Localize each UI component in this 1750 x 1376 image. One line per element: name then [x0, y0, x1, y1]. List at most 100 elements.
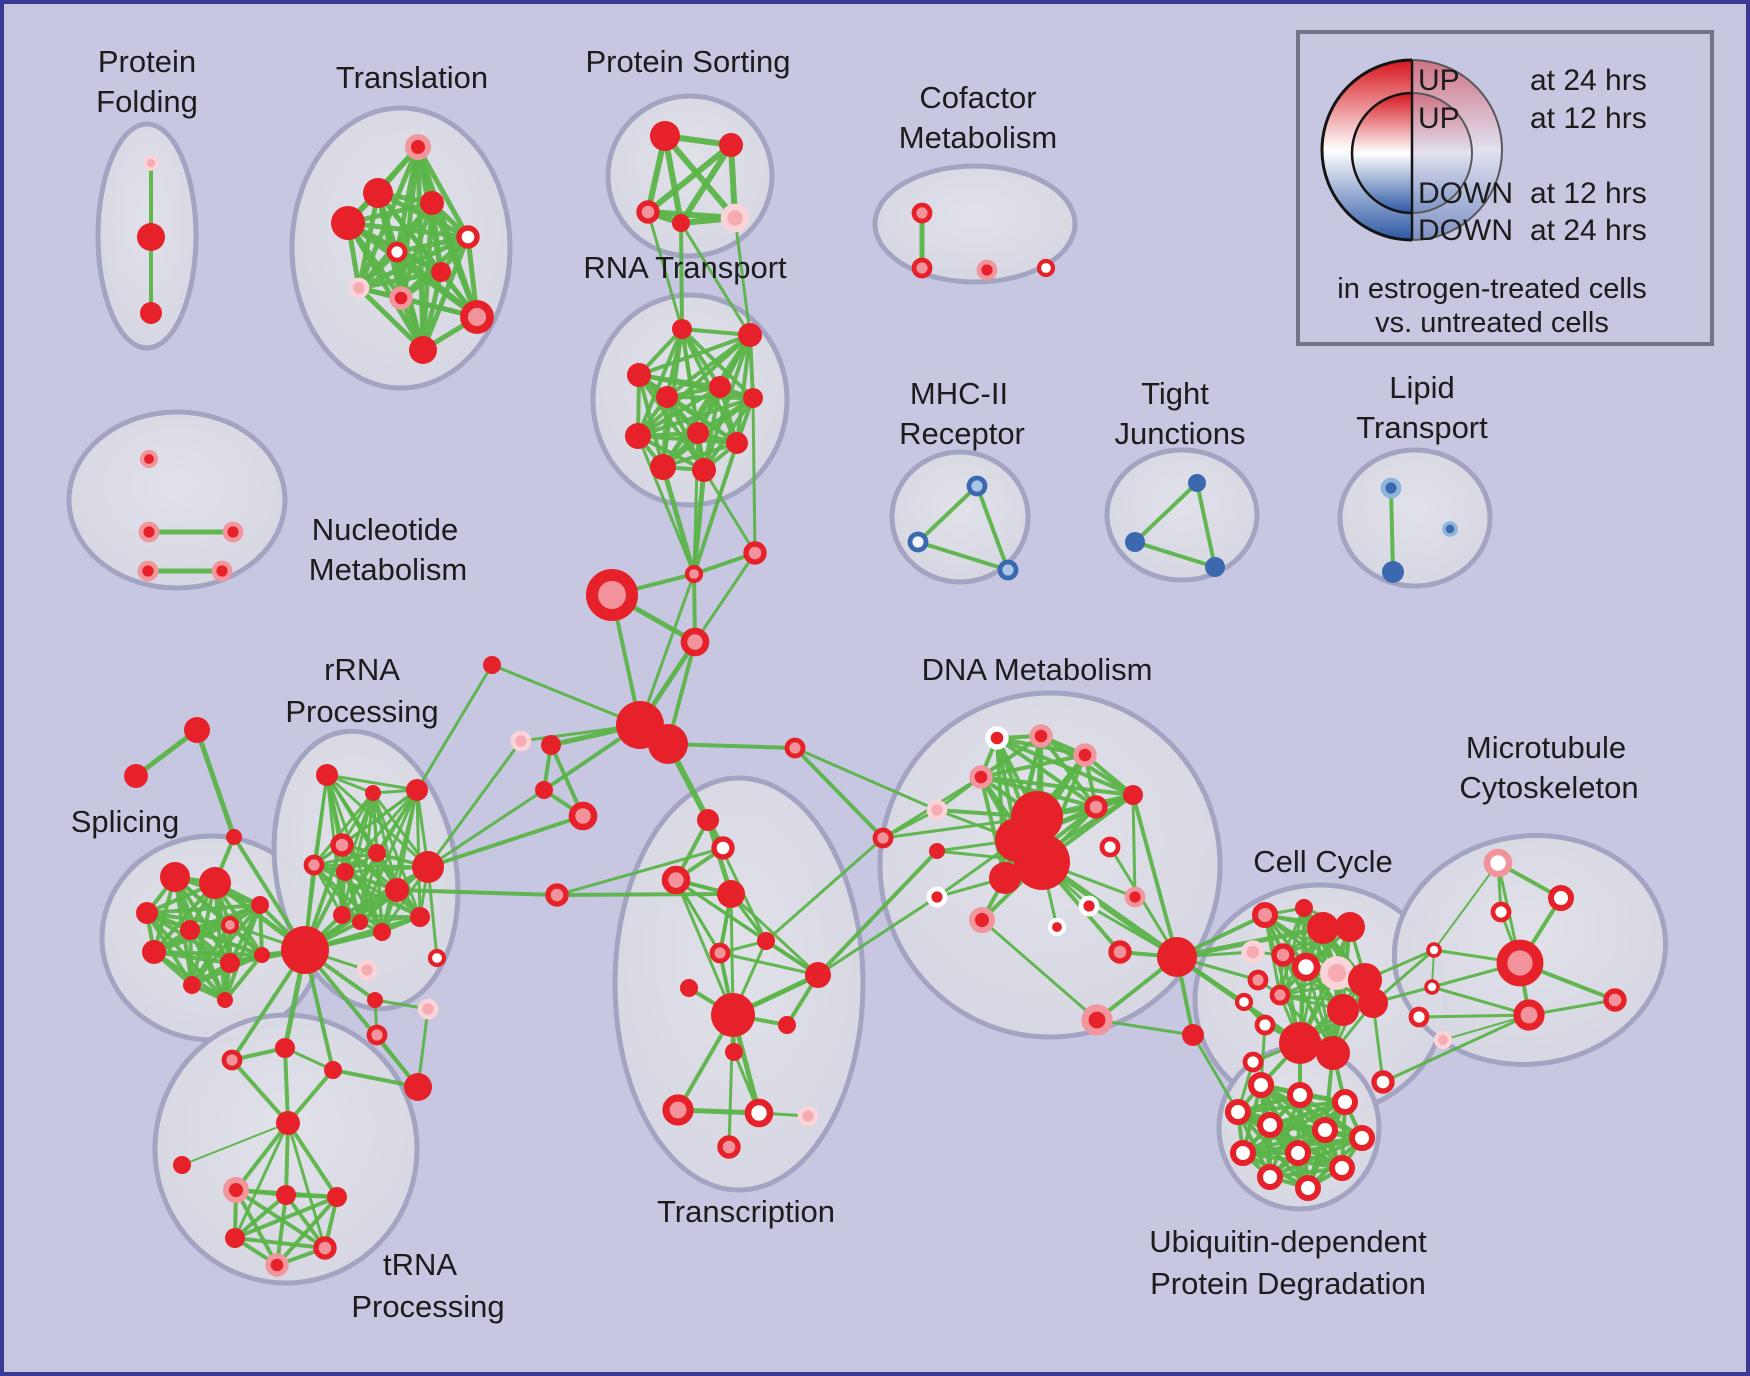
- network-edge: [1191, 1033, 1240, 1114]
- cluster-label-ubiquitin-degradation: Protein Degradation: [1150, 1266, 1426, 1301]
- network-node: [352, 914, 368, 930]
- network-node: [331, 206, 365, 240]
- network-node: [1312, 1117, 1338, 1143]
- network-node: [1327, 994, 1359, 1026]
- network-edge: [233, 1121, 290, 1240]
- network-node: [160, 862, 190, 892]
- network-edge: [426, 739, 523, 869]
- network-edge: [325, 773, 430, 869]
- network-node: [324, 1061, 342, 1079]
- cluster-label-mhc-ii-receptor: Receptor: [899, 416, 1025, 451]
- network-node: [726, 432, 748, 454]
- network-edge: [284, 1121, 290, 1197]
- network-edge: [415, 663, 494, 792]
- network-edge: [312, 851, 379, 867]
- network-node: [1295, 899, 1313, 917]
- network-node: [420, 191, 444, 215]
- cluster-label-cell-cycle: Cell Cycle: [1253, 844, 1393, 879]
- network-node: [692, 458, 716, 482]
- legend-direction-label: UP: [1418, 102, 1460, 135]
- cluster-label-rrna-processing: Processing: [285, 694, 438, 729]
- network-node: [137, 560, 159, 582]
- cluster-label-cofactor-metabolism: Metabolism: [899, 120, 1058, 155]
- network-edge: [1131, 793, 1179, 959]
- network-edge: [233, 1195, 339, 1240]
- network-node: [1241, 940, 1265, 964]
- network-node: [366, 1024, 388, 1046]
- network-node: [223, 1177, 249, 1203]
- legend: UP at 24 hrs UP at 12 hrs DOWN at 12 hrs DOWN a…: [1296, 30, 1714, 346]
- network-node: [137, 223, 165, 251]
- network-node: [1078, 895, 1100, 917]
- network-node: [720, 203, 750, 233]
- network-edge: [666, 742, 797, 750]
- cluster-label-tight-junctions: Junctions: [1115, 416, 1246, 451]
- network-edge: [1131, 793, 1137, 899]
- network-node: [1603, 988, 1627, 1012]
- cluster-label-nucleotide-metabolism: Metabolism: [309, 552, 468, 587]
- network-node: [1125, 532, 1145, 552]
- network-node: [184, 717, 210, 743]
- legend-footer-text: vs. untreated cells: [1375, 307, 1609, 339]
- network-edge: [793, 746, 885, 840]
- network-node: [1285, 1140, 1311, 1166]
- network-edge: [636, 385, 722, 438]
- network-edge: [426, 788, 546, 869]
- network-node: [211, 560, 233, 582]
- network-node: [138, 521, 160, 543]
- network-node: [385, 878, 409, 902]
- network-edge: [395, 888, 559, 897]
- network-edge: [190, 903, 262, 987]
- network-node: [717, 1135, 741, 1159]
- network-edge: [979, 753, 1087, 779]
- network-edge: [1389, 486, 1395, 574]
- network-node: [1332, 1089, 1358, 1115]
- network-node: [1279, 1022, 1321, 1064]
- network-node: [541, 735, 561, 755]
- network-node: [143, 155, 159, 171]
- cluster-ellipse-lipid-transport: [1337, 447, 1493, 589]
- network-edge: [234, 1121, 290, 1192]
- network-node: [1291, 952, 1321, 982]
- network-edge: [275, 1195, 339, 1267]
- network-node: [330, 833, 354, 857]
- network-edge: [645, 142, 734, 215]
- network-edge: [340, 851, 379, 917]
- network-node: [1287, 1082, 1313, 1108]
- network-node: [687, 422, 709, 444]
- network-node: [303, 854, 325, 876]
- network-edge: [152, 950, 264, 957]
- network-edge: [223, 903, 262, 1002]
- network-node: [1496, 939, 1544, 987]
- network-node: [410, 907, 430, 927]
- network-node: [1225, 1099, 1251, 1125]
- network-node: [368, 844, 386, 862]
- network-node: [1358, 988, 1388, 1018]
- network-edge: [230, 1058, 290, 1125]
- network-edge: [916, 540, 1010, 572]
- network-node: [744, 1098, 774, 1128]
- network-node: [672, 214, 690, 232]
- network-node: [409, 336, 437, 364]
- network-node: [969, 765, 993, 789]
- network-node: [586, 569, 638, 621]
- legend-fade-half: [1412, 60, 1502, 240]
- cluster-label-translation: Translation: [336, 60, 488, 95]
- network-node: [1205, 557, 1225, 577]
- legend-direction-label: UP: [1418, 64, 1460, 97]
- network-node: [1442, 521, 1458, 537]
- cluster-label-mhc-ii-receptor: MHC-II: [910, 376, 1008, 411]
- network-node: [510, 730, 532, 752]
- network-node: [336, 863, 354, 881]
- cluster-label-splicing: Splicing: [71, 804, 180, 839]
- cluster-label-protein-folding: Folding: [96, 84, 198, 119]
- network-node: [672, 319, 692, 339]
- network-node: [327, 1187, 347, 1207]
- network-edge: [1195, 481, 1217, 569]
- network-node: [1247, 969, 1269, 991]
- network-node: [1271, 943, 1295, 967]
- network-edge: [979, 775, 1135, 797]
- network-node: [743, 541, 767, 565]
- network-edge: [674, 878, 735, 1017]
- network-node: [1257, 1164, 1283, 1190]
